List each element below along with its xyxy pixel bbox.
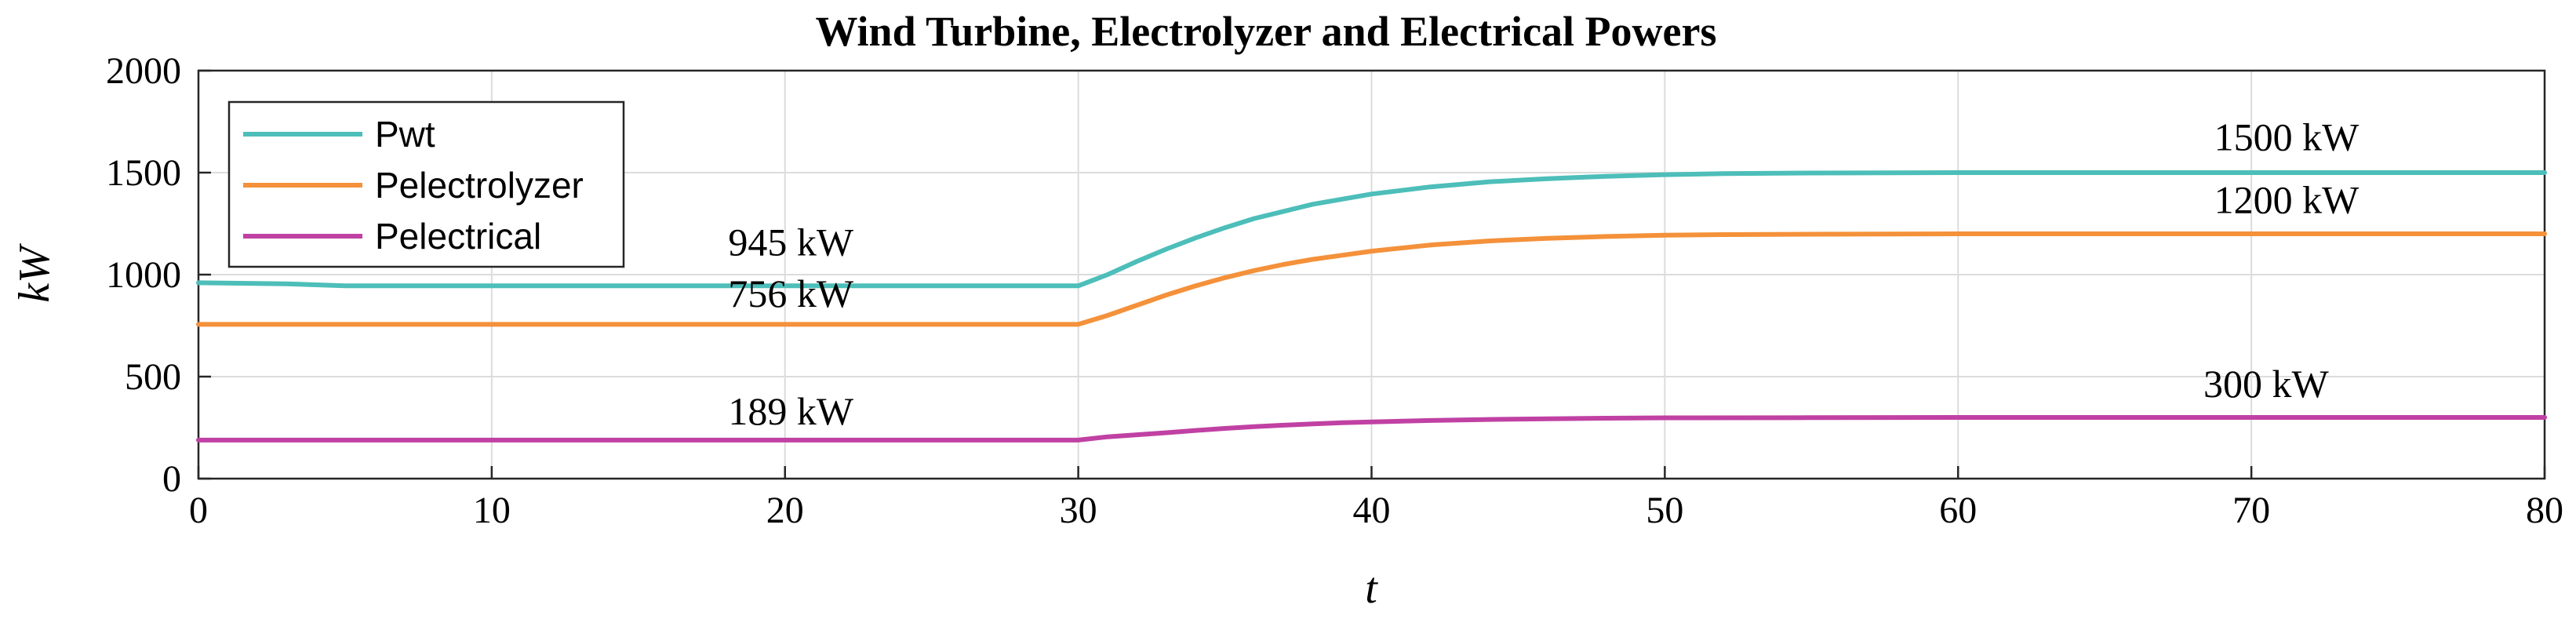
x-tick-label: 50 [1646,490,1683,531]
legend-label-pwt: Pwt [375,114,435,155]
x-tick-label: 10 [473,490,511,531]
series-line-pelectrical [196,415,2547,443]
data-annotation: 1200 kW [2214,177,2360,221]
x-tick-label: 20 [766,490,804,531]
legend-label-pelectrolyzer: Pelectrolyzer [375,165,584,206]
annotations-layer: 945 kW 756 kW 189 kW 1500 kW 1200 kW 300 kW [728,115,2360,433]
y-tick-label: 1000 [106,254,181,296]
data-annotation: 189 kW [728,389,854,433]
legend-label-pelectrical: Pelectrical [375,216,541,257]
x-tick-label: 0 [189,490,208,531]
y-axis-label: kW [10,243,59,303]
x-tick-label: 80 [2526,490,2563,531]
x-axis-label: t [1365,564,1378,613]
x-tick-label: 40 [1353,490,1391,531]
data-annotation: 756 kW [728,271,854,315]
y-tick-label: 0 [162,458,181,500]
series-line-pelectrolyzer [196,231,2547,327]
x-tick-label: 30 [1060,490,1097,531]
y-tick-label: 500 [125,356,181,398]
y-tick-label: 1500 [106,152,181,194]
y-tick-label: 2000 [106,50,181,92]
series-layer [196,170,2547,443]
data-annotation: 1500 kW [2214,115,2360,158]
data-annotation: 945 kW [728,220,854,264]
series-line-pwt [196,170,2547,289]
x-tick-label: 60 [1939,490,1977,531]
legend-items: Pwt Pelectrolyzer Pelectrical [243,114,584,257]
ticks-layer: 0 10 20 30 40 50 60 70 80 0 500 1000 1500 2000 [106,50,2563,531]
x-tick-label: 70 [2232,490,2270,531]
chart-title: Wind Turbine, Electrolyzer and Electrica… [816,8,1717,55]
data-annotation: 300 kW [2203,362,2330,406]
legend: Pwt Pelectrolyzer Pelectrical [227,100,625,268]
